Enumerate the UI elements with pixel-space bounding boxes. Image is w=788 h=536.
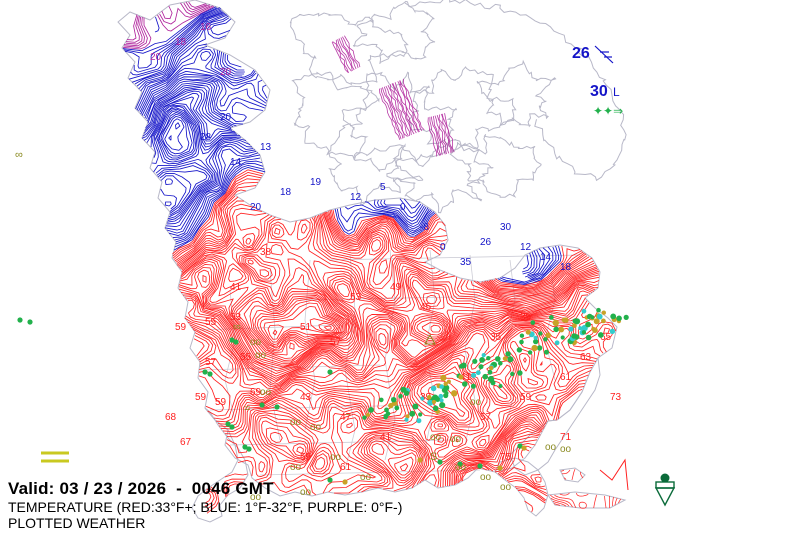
svg-text:12: 12 [350,192,362,203]
svg-text:67: 67 [180,437,192,448]
svg-text:20: 20 [150,52,162,63]
svg-text:26: 26 [572,45,590,62]
svg-text:39: 39 [520,312,532,323]
svg-text:73: 73 [610,392,622,403]
svg-text:55: 55 [240,352,252,363]
svg-text:oo: oo [255,350,267,361]
svg-text:53: 53 [350,292,362,303]
svg-text:oo: oo [360,472,372,483]
svg-text:26: 26 [480,237,492,248]
svg-text:13: 13 [260,142,272,153]
svg-text:30: 30 [500,222,512,233]
svg-text:L: L [613,85,620,99]
svg-text:=: = [244,403,250,415]
svg-text:∞: ∞ [15,149,23,161]
svg-text:12: 12 [520,242,532,253]
svg-text:oo: oo [500,482,512,493]
svg-text:oo: oo [455,462,467,473]
svg-text:16: 16 [200,22,212,33]
svg-text:59: 59 [300,452,312,463]
svg-text:0: 0 [400,202,406,213]
svg-text:~: ~ [345,410,351,421]
svg-text:57: 57 [480,412,492,423]
svg-text:45: 45 [420,302,432,313]
svg-text:oo: oo [430,432,442,443]
svg-text:oo: oo [330,452,342,463]
svg-text:oo: oo [480,472,492,483]
svg-text:oo: oo [310,422,322,433]
svg-text:oo: oo [260,387,272,398]
svg-text:20: 20 [220,112,232,123]
svg-text:59: 59 [520,392,532,403]
svg-text:18: 18 [560,262,572,273]
svg-text:59: 59 [175,322,187,333]
svg-text:41: 41 [230,282,242,293]
svg-text:57: 57 [205,357,217,368]
svg-text:5: 5 [380,182,386,193]
svg-text:28: 28 [200,132,212,143]
svg-text:oo: oo [290,417,302,428]
svg-text:18: 18 [280,187,292,198]
svg-text:oo: oo [290,462,302,473]
svg-text:30: 30 [590,83,608,100]
svg-text:75: 75 [500,452,512,463]
svg-text:∞: ∞ [233,321,241,333]
svg-text:43: 43 [300,392,312,403]
svg-text:35: 35 [460,257,472,268]
svg-text:49: 49 [390,282,402,293]
svg-text:20: 20 [250,202,262,213]
svg-text:55: 55 [205,317,217,328]
svg-text:59: 59 [215,397,227,408]
svg-text:63: 63 [580,352,592,363]
svg-text:-8: -8 [420,222,429,233]
svg-text:oo: oo [450,434,462,445]
svg-text:68: 68 [165,412,177,423]
svg-text:14: 14 [540,252,552,263]
svg-text:18: 18 [175,37,187,48]
svg-text:51: 51 [300,322,312,333]
svg-text:38: 38 [260,247,272,258]
svg-text:0: 0 [440,242,446,253]
svg-text:61: 61 [560,372,572,383]
svg-text:41: 41 [380,432,392,443]
svg-text:✦✦⇒: ✦✦⇒ [593,104,623,118]
svg-text:20: 20 [220,67,232,78]
svg-text:71: 71 [560,432,572,443]
svg-text:oo: oo [300,487,312,498]
svg-text:35: 35 [490,332,502,343]
svg-text:oo: oo [250,337,262,348]
svg-text:19: 19 [310,177,322,188]
svg-text:57: 57 [330,337,342,348]
svg-text:14: 14 [230,157,242,168]
svg-text:59: 59 [195,392,207,403]
svg-text:oo: oo [545,442,557,453]
svg-text:oo: oo [560,444,572,455]
svg-text:S: S [430,451,437,463]
svg-text:61: 61 [340,462,352,473]
svg-text:oo: oo [470,397,482,408]
